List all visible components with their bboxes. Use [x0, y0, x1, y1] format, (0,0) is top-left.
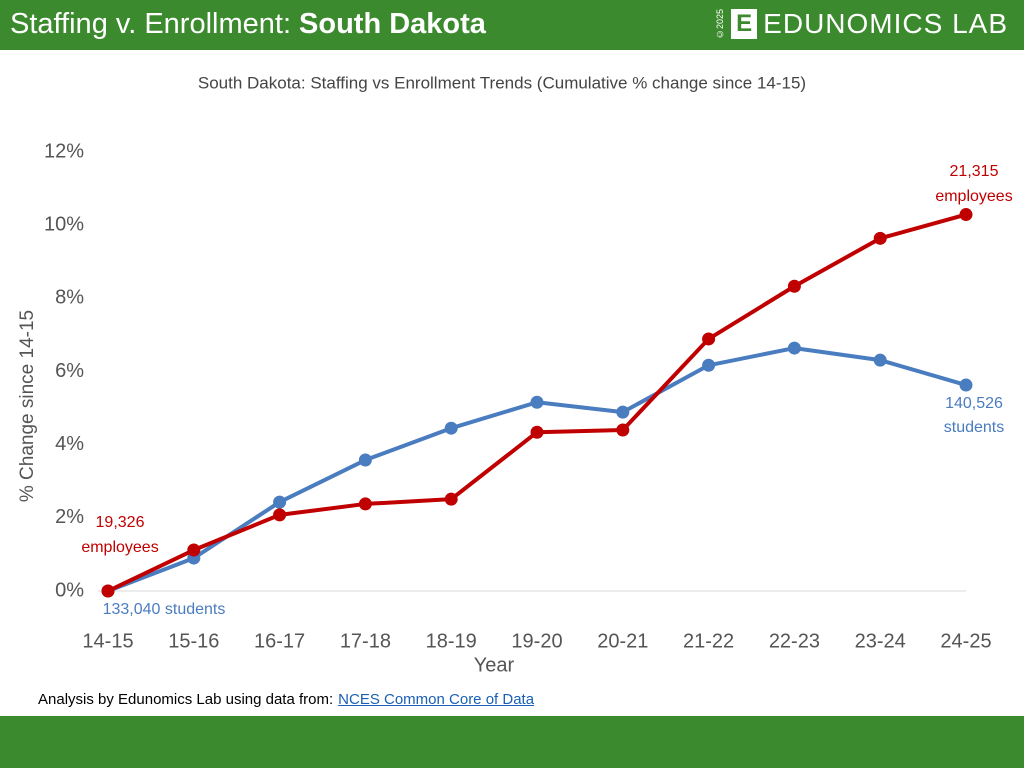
- annotation: 19,326: [96, 514, 145, 531]
- data-point: [873, 231, 887, 245]
- chart: South Dakota: Staffing vs Enrollment Tre…: [17, 73, 1013, 676]
- x-tick-label: 21-22: [683, 630, 734, 652]
- title-bold: South Dakota: [299, 8, 486, 40]
- data-point: [787, 341, 801, 355]
- data-point: [273, 495, 287, 509]
- data-point: [616, 405, 630, 419]
- x-tick-label: 22-23: [769, 630, 820, 652]
- annotation: 21,315: [950, 163, 999, 180]
- x-tick-label: 17-18: [340, 630, 391, 652]
- x-tick-label: 14-15: [82, 630, 133, 652]
- copyright: ©2025: [715, 8, 726, 40]
- y-tick-label: 8%: [55, 287, 84, 309]
- y-tick-label: 6%: [55, 360, 84, 382]
- data-point: [530, 425, 544, 439]
- data-point: [187, 543, 201, 557]
- data-point: [444, 421, 458, 435]
- data-point: [530, 395, 544, 409]
- footer: Analysis by Edunomics Lab using data fro…: [38, 691, 534, 708]
- footer-link[interactable]: NCES Common Core of Data: [338, 691, 535, 708]
- x-tick-label: 19-20: [511, 630, 562, 652]
- footer-bar: [0, 716, 1024, 768]
- chart-title: South Dakota: Staffing vs Enrollment Tre…: [198, 73, 806, 92]
- data-point: [702, 358, 716, 372]
- annotation: employees: [935, 188, 1012, 205]
- data-point: [444, 492, 458, 506]
- y-tick-label: 0%: [55, 579, 84, 601]
- annotation: 133,040 students: [103, 601, 226, 618]
- logo-letter: E: [731, 9, 758, 39]
- data-point: [273, 508, 287, 522]
- header-bar: Staffing v. Enrollment: South Dakota ©202…: [0, 0, 1024, 50]
- data-point: [358, 453, 372, 467]
- x-tick-label: 16-17: [254, 630, 305, 652]
- y-tick-label: 4%: [55, 433, 84, 455]
- data-point: [873, 353, 887, 367]
- data-point: [959, 378, 973, 392]
- header-title: Staffing v. Enrollment: South Dakota: [10, 8, 486, 41]
- x-tick-label: 24-25: [940, 630, 991, 652]
- series-line: [107, 346, 967, 593]
- data-point: [101, 584, 115, 598]
- x-axis-label: Year: [474, 654, 515, 676]
- title-prefix: Staffing v. Enrollment:: [10, 8, 292, 40]
- annotation: 140,526: [945, 395, 1003, 412]
- annotation: students: [944, 419, 1004, 436]
- logo-text: EDUNOMICS LAB: [763, 8, 1008, 39]
- y-axis-label: % Change since 14-15: [17, 310, 38, 502]
- y-tick-label: 2%: [55, 506, 84, 528]
- data-point: [702, 332, 716, 346]
- x-tick-label: 15-16: [168, 630, 219, 652]
- data-point: [787, 279, 801, 293]
- footer-text: Analysis by Edunomics Lab using data fro…: [38, 691, 334, 708]
- y-tick-label: 12%: [44, 140, 84, 162]
- data-point: [616, 423, 630, 437]
- x-tick-label: 20-21: [597, 630, 648, 652]
- data-point: [358, 497, 372, 511]
- annotation: employees: [81, 539, 158, 556]
- x-tick-label: 18-19: [426, 630, 477, 652]
- logo: ©2025 E EDUNOMICS LAB: [715, 8, 1008, 40]
- data-point: [959, 208, 973, 222]
- x-tick-label: 23-24: [855, 630, 906, 652]
- y-tick-label: 10%: [44, 213, 84, 235]
